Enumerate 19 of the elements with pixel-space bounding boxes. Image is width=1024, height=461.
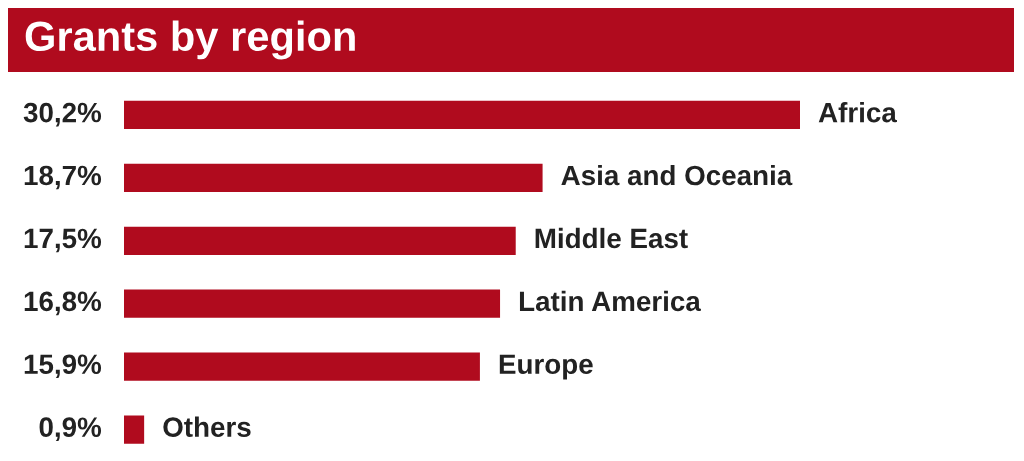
y-tick-label: Asia and Oceania: [561, 164, 793, 186]
bar: [124, 352, 480, 381]
data-label: 15,9%: [24, 354, 102, 379]
bar: [124, 226, 516, 255]
bar: [124, 100, 800, 130]
y-tick-label: Middle East: [535, 227, 688, 249]
data-label: 30,2%: [23, 102, 102, 127]
data-label: 0,9%: [39, 417, 102, 442]
data-label: 17,5%: [24, 228, 102, 253]
y-tick-label: Africa: [818, 102, 897, 123]
y-tick-label: Europe: [499, 354, 593, 380]
data-label: 18,7%: [24, 165, 102, 190]
data-label: 16,8%: [24, 291, 102, 316]
y-tick-label: Others: [163, 416, 251, 437]
bar: [124, 289, 501, 318]
chart-title: Grants by region: [25, 20, 355, 60]
bar: [124, 415, 145, 444]
bar: [124, 163, 543, 193]
y-tick-label: Latin America: [519, 290, 701, 312]
